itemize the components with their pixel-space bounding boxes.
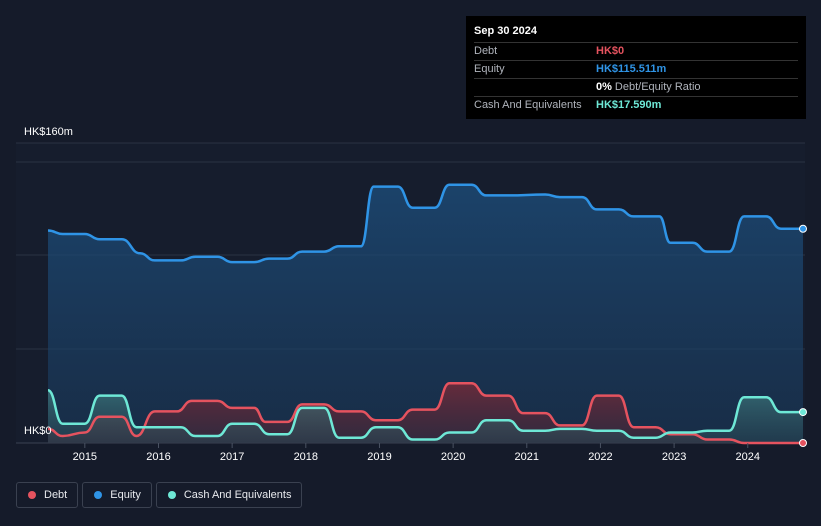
tooltip-equity-label: Equity <box>474 63 505 75</box>
equity-endpoint <box>799 224 807 233</box>
legend-item-cash[interactable]: Cash And Equivalents <box>155 482 303 508</box>
x-tick-2022: 2022 <box>588 451 612 463</box>
debt-line <box>47 382 803 445</box>
equity-line <box>47 183 803 264</box>
x-tick-2021: 2021 <box>515 451 539 463</box>
x-tick-2018: 2018 <box>294 451 318 463</box>
equity-dot-icon <box>94 491 103 499</box>
tooltip-ratio-value: 0% <box>596 81 612 93</box>
tooltip-cash-value: HK$17.590m <box>596 99 662 111</box>
cash-endpoint <box>799 408 807 417</box>
legend-item-debt[interactable]: Debt <box>16 482 79 508</box>
equity-area <box>48 184 803 444</box>
series-areas <box>48 184 803 444</box>
x-tick-2016: 2016 <box>146 451 170 463</box>
chart-legend: Debt Equity Cash And Equivalents <box>16 482 303 508</box>
cash-dot-icon <box>167 491 176 499</box>
tooltip-panel: Sep 30 2024 Debt HK$0 Equity HK$115.511m… <box>466 16 806 119</box>
legend-debt-label: Debt <box>44 489 68 501</box>
series-lines <box>47 183 803 445</box>
legend-equity-label: Equity <box>110 489 141 501</box>
tooltip-ratio-label: Debt/Equity Ratio <box>614 81 701 93</box>
tooltip-row-cash: Cash And Equivalents HK$17.590m <box>474 97 798 114</box>
tooltip-row-debt: Debt HK$0 <box>474 43 798 61</box>
tooltip-debt-label: Debt <box>474 45 498 57</box>
x-axis-ticks: 2015 2016 2017 2018 2019 2020 2021 2022 2023 2024 <box>73 443 760 463</box>
y-axis-top-label: HK$160m <box>24 126 73 138</box>
x-tick-2020: 2020 <box>441 451 465 463</box>
cash-line <box>47 389 803 441</box>
legend-cash-label: Cash And Equivalents <box>183 489 292 501</box>
x-tick-2017: 2017 <box>220 451 244 463</box>
tooltip-row-equity: Equity HK$115.511m <box>474 61 798 79</box>
tooltip-debt-value: HK$0 <box>596 45 625 57</box>
x-tick-2019: 2019 <box>367 451 391 463</box>
x-tick-2024: 2024 <box>736 451 760 463</box>
x-tick-2023: 2023 <box>662 451 686 463</box>
tooltip-date: Sep 30 2024 <box>474 22 798 43</box>
tooltip-cash-label: Cash And Equivalents <box>474 99 582 111</box>
debt-dot-icon <box>28 491 36 499</box>
cash-area <box>48 390 803 443</box>
legend-item-equity[interactable]: Equity <box>82 482 152 508</box>
tooltip-row-ratio: 0% Debt/Equity Ratio <box>474 79 798 97</box>
series-endpoints <box>799 224 807 447</box>
tooltip-ratio-spacer <box>474 79 596 96</box>
x-tick-2015: 2015 <box>73 451 97 463</box>
debt-endpoint <box>799 439 807 447</box>
y-axis-bottom-label: HK$0 <box>24 425 52 437</box>
tooltip-equity-value: HK$115.511m <box>596 63 667 75</box>
